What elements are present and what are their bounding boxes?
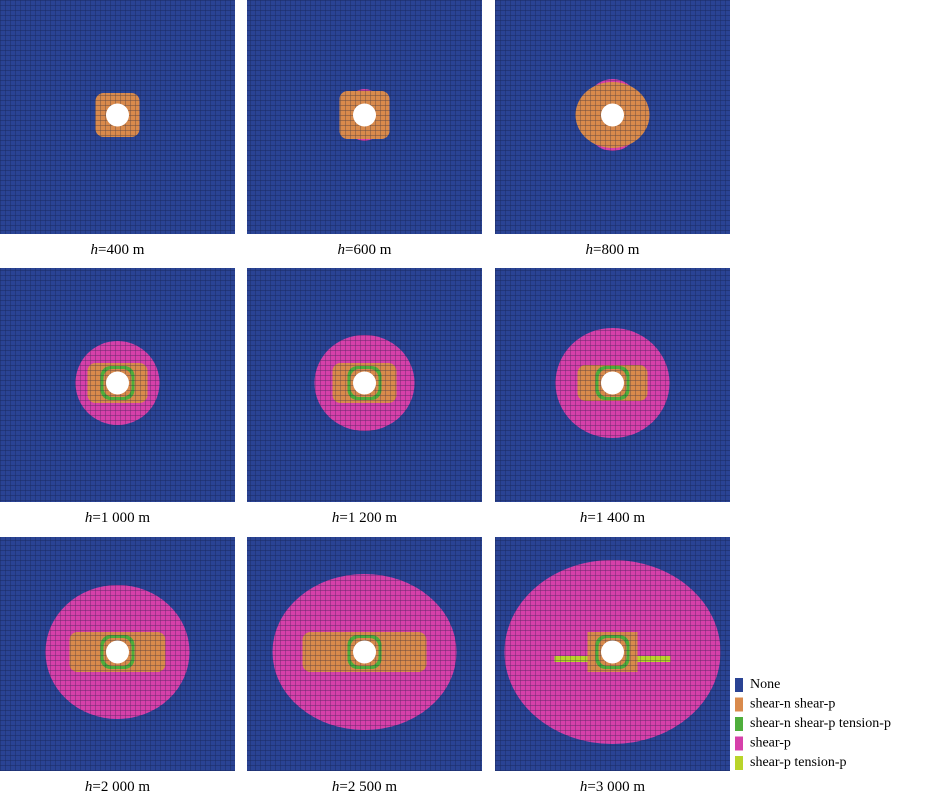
tunnel-opening xyxy=(601,371,624,395)
tunnel-opening xyxy=(106,640,129,664)
legend-swatch xyxy=(735,717,743,731)
tunnel-opening xyxy=(353,371,376,395)
legend-swatch xyxy=(735,697,743,712)
legend-label: shear-n shear-p xyxy=(750,697,835,712)
caption-text: =2 500 m xyxy=(339,779,397,795)
tunnel-opening xyxy=(601,103,624,127)
legend-label: shear-n shear-p tension-p xyxy=(750,716,891,731)
panel: h=2 500 m xyxy=(247,537,482,795)
caption-variable: h xyxy=(586,242,594,258)
panel: h=2 000 m xyxy=(0,537,235,795)
caption-variable: h xyxy=(85,510,93,526)
panel-caption: h=1 000 m xyxy=(85,510,150,526)
caption-text: =1 200 m xyxy=(339,510,397,526)
legend-swatch xyxy=(735,736,743,751)
caption-text: =800 m xyxy=(593,242,640,258)
panel: h=1 400 m xyxy=(495,268,730,526)
caption-text: =2 000 m xyxy=(92,779,150,795)
caption-variable: h xyxy=(332,779,340,795)
panel: h=600 m xyxy=(247,0,482,258)
legend-label: None xyxy=(750,677,780,692)
tunnel-opening xyxy=(106,103,129,127)
legend-swatch xyxy=(735,756,743,770)
panel: h=3 000 m xyxy=(495,537,730,795)
panel-caption: h=3 000 m xyxy=(580,779,645,795)
panel: h=400 m xyxy=(0,0,235,258)
panel-caption: h=1 200 m xyxy=(332,510,397,526)
caption-text: =1 400 m xyxy=(587,510,645,526)
tunnel-opening xyxy=(106,371,129,395)
legend-label: shear-p xyxy=(750,736,791,751)
caption-variable: h xyxy=(85,779,93,795)
legend-swatch xyxy=(735,678,743,692)
caption-variable: h xyxy=(580,779,588,795)
caption-text: =3 000 m xyxy=(587,779,645,795)
caption-variable: h xyxy=(91,242,99,258)
caption-variable: h xyxy=(580,510,588,526)
caption-variable: h xyxy=(338,242,346,258)
tunnel-opening xyxy=(601,640,624,664)
panel-caption: h=800 m xyxy=(586,242,640,258)
panel: h=1 000 m xyxy=(0,268,235,526)
caption-text: =1 000 m xyxy=(92,510,150,526)
panel-caption: h=600 m xyxy=(338,242,392,258)
panel: h=800 m xyxy=(495,0,730,258)
tunnel-opening xyxy=(353,103,376,127)
tunnel-opening xyxy=(353,640,376,664)
panel-caption: h=1 400 m xyxy=(580,510,645,526)
caption-text: =600 m xyxy=(345,242,392,258)
legend-label: shear-p tension-p xyxy=(750,755,847,770)
panel-caption: h=400 m xyxy=(91,242,145,258)
caption-text: =400 m xyxy=(98,242,145,258)
panel-caption: h=2 500 m xyxy=(332,779,397,795)
panel: h=1 200 m xyxy=(247,268,482,526)
caption-variable: h xyxy=(332,510,340,526)
panel-caption: h=2 000 m xyxy=(85,779,150,795)
